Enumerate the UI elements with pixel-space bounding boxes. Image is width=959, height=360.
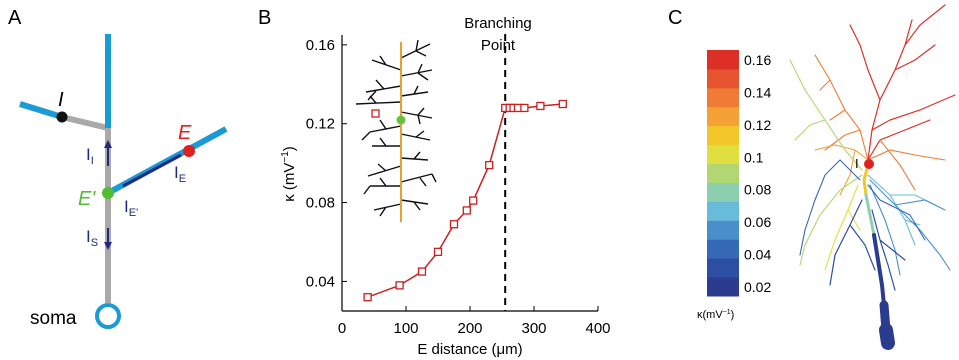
current-arrow-I-E (122, 153, 182, 188)
arrowhead-I-S (104, 242, 112, 250)
colorbar-tick-label: 0.02 (744, 279, 771, 295)
colorbar-ticks: 0.16 0.14 0.12 0.1 0.08 0.06 0.04 0.02 (744, 52, 771, 295)
panel-a: A I E E' soma II IE IE' IS (8, 7, 228, 329)
kappa-series-line (367, 103, 563, 298)
prime-site-label: E' (78, 188, 96, 210)
colorbar-swatch (707, 68, 739, 89)
colorbar-tick-label: 0.14 (744, 84, 771, 100)
soma-label: soma (30, 308, 77, 329)
x-tick-label: 300 (521, 320, 546, 337)
branching-point-label-line1: Branching (464, 15, 532, 32)
current-label-I-I: II (86, 145, 94, 167)
colorbar-swatch (707, 258, 739, 278)
colorbar-swatch (707, 125, 739, 146)
panel-a-label: A (8, 7, 22, 29)
colorbar-swatch (707, 163, 739, 183)
colorbar-tick-label: 0.06 (744, 214, 771, 230)
data-point (558, 99, 567, 109)
colorbar-swatch (707, 50, 739, 70)
panel-c: C 0.16 0.14 0.12 0.1 0.08 0.06 0.04 0.02 κ(mV−1… (668, 4, 956, 350)
kappa-series-points (363, 99, 567, 302)
x-axis-label: E distance (μm) (417, 341, 522, 358)
x-tick-label: 400 (585, 320, 610, 337)
excitatory-site-label: E (178, 122, 192, 144)
inhibitory-branch-gray (61, 114, 109, 131)
data-point (363, 293, 372, 302)
colorbar-swatch (707, 277, 739, 297)
colorbar-swatch (707, 220, 739, 240)
y-tick-label: 0.16 (306, 37, 335, 54)
current-label-I-E: IE (174, 163, 186, 185)
colorbar-tick-label: 0.04 (744, 247, 771, 263)
y-axis-label: κ (mV−1) (280, 146, 298, 202)
colorbar-swatch (707, 106, 739, 127)
colorbar-swatch (707, 239, 739, 259)
x-tick-label: 200 (457, 320, 482, 337)
inhibitory-site-label: I (58, 89, 64, 111)
colorbar-tick-label: 0.12 (744, 117, 771, 133)
colorbar (707, 50, 739, 297)
colorbar-swatch (707, 87, 739, 108)
inset-neuron-diagram (355, 39, 437, 217)
neuron-morphology (789, 4, 956, 350)
inhibitory-branch-blue (19, 101, 63, 120)
inhibitory-site-marker (864, 159, 874, 169)
colorbar-label: κ(mV−1) (697, 309, 734, 321)
current-label-I-S: IS (86, 227, 98, 249)
x-ticks: 0 100 200 300 400 (338, 306, 611, 337)
colorbar-swatch (707, 182, 739, 202)
panel-c-label: C (668, 7, 682, 29)
arrowhead-I-I (104, 140, 112, 148)
data-point (520, 103, 529, 113)
data-point (417, 267, 427, 276)
data-point (433, 247, 443, 257)
excitatory-site (183, 145, 195, 157)
y-tick-label: 0.04 (306, 273, 335, 290)
y-tick-label: 0.08 (306, 195, 335, 212)
y-ticks: 0.04 0.08 0.12 0.16 (306, 37, 347, 290)
panel-b-label: B (258, 7, 271, 29)
branching-point-label-line2: Point (481, 37, 516, 54)
data-point (536, 101, 545, 111)
y-tick-label: 0.12 (306, 116, 335, 133)
inhibitory-site (56, 111, 68, 123)
data-point (469, 196, 478, 205)
prime-site (102, 187, 114, 199)
inset-marker (371, 109, 380, 118)
data-point (449, 220, 459, 229)
soma (95, 303, 121, 329)
x-tick-label: 100 (393, 320, 418, 337)
inset-site-marker (396, 115, 406, 125)
panel-b: B 0 100 200 300 400 0.04 0.08 0.12 0.16 E dista… (258, 7, 611, 358)
colorbar-tick-label: 0.08 (744, 182, 771, 198)
current-label-I-Eprime: IE' (124, 197, 138, 219)
inhibitory-site-label-c: I (855, 156, 859, 171)
data-point (485, 160, 494, 170)
colorbar-tick-label: 0.1 (744, 149, 764, 165)
data-point (462, 206, 471, 215)
colorbar-swatch (707, 144, 739, 165)
colorbar-swatch (707, 201, 739, 221)
colorbar-tick-label: 0.16 (744, 52, 771, 68)
x-tick-label: 0 (338, 320, 346, 337)
data-point (395, 281, 404, 290)
